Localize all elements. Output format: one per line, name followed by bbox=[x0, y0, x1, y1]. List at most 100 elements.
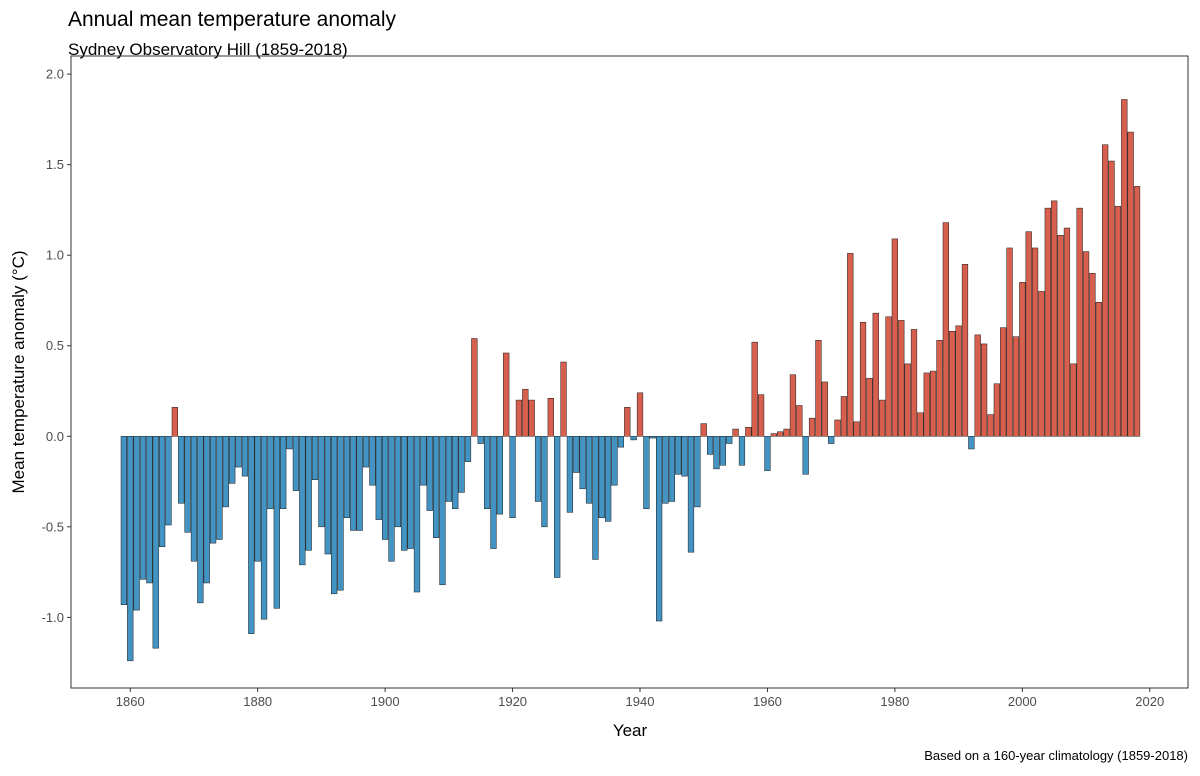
bar-1866 bbox=[165, 436, 172, 526]
bar-1965 bbox=[796, 405, 803, 437]
bar-1964 bbox=[789, 374, 797, 437]
bar-1980 bbox=[891, 238, 899, 437]
bar-2018 bbox=[1133, 186, 1141, 437]
bar-1979 bbox=[885, 316, 892, 437]
bar-1987 bbox=[936, 340, 943, 437]
bar-1977 bbox=[872, 312, 879, 437]
bar-1960 bbox=[764, 436, 771, 471]
bar-1963 bbox=[783, 428, 790, 437]
bar-2006 bbox=[1057, 235, 1064, 437]
bar-2001 bbox=[1025, 231, 1032, 437]
bar-1971 bbox=[834, 419, 841, 437]
bar-1930 bbox=[573, 436, 580, 473]
bar-1888 bbox=[305, 436, 312, 551]
plot-panel-border bbox=[70, 55, 1189, 689]
bar-1861 bbox=[133, 436, 140, 611]
x-tick-label: 1860 bbox=[116, 694, 145, 709]
bar-1863 bbox=[146, 436, 153, 584]
bar-1899 bbox=[375, 436, 382, 520]
bar-1961 bbox=[770, 433, 777, 437]
bar-1908 bbox=[432, 436, 440, 538]
bar-2016 bbox=[1121, 99, 1128, 437]
bar-1991 bbox=[961, 264, 969, 437]
bar-1990 bbox=[955, 325, 962, 437]
bar-1893 bbox=[337, 436, 344, 591]
bar-1913 bbox=[464, 436, 472, 462]
bar-1993 bbox=[974, 334, 981, 437]
bar-2004 bbox=[1044, 207, 1051, 437]
x-tick-label: 1940 bbox=[626, 694, 655, 709]
y-tick-label: 1.0 bbox=[46, 248, 64, 263]
x-tick-label: 1920 bbox=[498, 694, 527, 709]
bar-1970 bbox=[828, 436, 835, 444]
y-tick-label: -1.0 bbox=[42, 610, 64, 625]
bar-1933 bbox=[592, 436, 599, 560]
bar-1873 bbox=[209, 436, 217, 544]
bar-1887 bbox=[299, 436, 306, 566]
y-tick-label: 1.5 bbox=[46, 157, 64, 172]
bar-1997 bbox=[1000, 327, 1007, 437]
bar-1919 bbox=[503, 352, 510, 437]
chart-caption: Based on a 160-year climatology (1859-20… bbox=[924, 748, 1188, 763]
bar-1952 bbox=[713, 436, 720, 470]
bar-1868 bbox=[178, 436, 185, 504]
bar-2007 bbox=[1063, 227, 1071, 437]
bar-1906 bbox=[420, 436, 427, 486]
bar-1967 bbox=[808, 417, 816, 437]
bar-2014 bbox=[1108, 160, 1115, 437]
bars-group bbox=[120, 99, 1141, 662]
bar-1950 bbox=[700, 423, 707, 437]
bar-1889 bbox=[311, 436, 319, 480]
x-axis: 1860 1880 1900 1920 1940 1960 1980 2000 2020 bbox=[116, 688, 1164, 709]
bar-1942 bbox=[649, 436, 656, 439]
bar-2008 bbox=[1070, 363, 1077, 437]
bar-1903 bbox=[401, 436, 408, 551]
bar-1986 bbox=[930, 370, 937, 437]
bar-1999 bbox=[1012, 336, 1020, 437]
bar-1985 bbox=[923, 372, 930, 437]
bar-1859 bbox=[120, 436, 128, 605]
bar-1983 bbox=[910, 329, 918, 437]
bar-1884 bbox=[280, 436, 287, 509]
bar-1982 bbox=[904, 363, 911, 437]
bar-1901 bbox=[388, 436, 395, 562]
bar-1988 bbox=[942, 222, 949, 437]
x-tick-label: 1980 bbox=[880, 694, 909, 709]
bar-1935 bbox=[605, 436, 612, 522]
bar-1880 bbox=[254, 436, 261, 562]
bar-1931 bbox=[579, 436, 586, 490]
x-tick-label: 1880 bbox=[243, 694, 272, 709]
bar-1934 bbox=[598, 436, 605, 519]
bar-1969 bbox=[821, 381, 828, 437]
bar-1883 bbox=[273, 436, 280, 609]
bar-1994 bbox=[980, 343, 988, 437]
bar-1914 bbox=[471, 338, 478, 437]
bar-2009 bbox=[1076, 207, 1083, 437]
bar-2012 bbox=[1095, 302, 1102, 437]
bar-1953 bbox=[719, 436, 726, 466]
bar-1996 bbox=[993, 383, 1000, 437]
x-tick-label: 2020 bbox=[1135, 694, 1164, 709]
bar-1911 bbox=[452, 436, 459, 509]
bar-1878 bbox=[241, 436, 249, 477]
bar-1972 bbox=[840, 396, 848, 437]
bar-1943 bbox=[656, 436, 663, 622]
bar-1916 bbox=[483, 436, 491, 509]
bar-1926 bbox=[547, 398, 554, 437]
bar-1938 bbox=[624, 407, 631, 437]
bar-1957 bbox=[745, 426, 752, 437]
chart-subtitle: Sydney Observatory Hill (1859-2018) bbox=[68, 40, 348, 59]
bar-1998 bbox=[1006, 247, 1013, 437]
bar-1869 bbox=[184, 436, 191, 533]
bar-1929 bbox=[566, 436, 574, 513]
x-axis-label: Year bbox=[613, 721, 648, 740]
y-tick-label: 0.0 bbox=[46, 429, 64, 444]
bar-1881 bbox=[260, 436, 268, 620]
bar-1946 bbox=[675, 436, 682, 475]
bar-1976 bbox=[866, 378, 873, 437]
bar-1962 bbox=[777, 431, 784, 437]
bar-1872 bbox=[203, 436, 210, 584]
bar-1966 bbox=[802, 436, 809, 475]
bar-1877 bbox=[235, 436, 242, 468]
